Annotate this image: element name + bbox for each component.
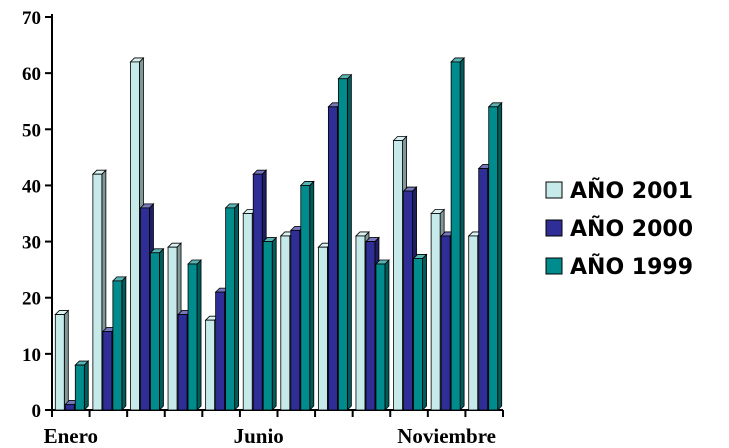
y-tick-label: 20 [22,289,41,310]
bar-front [355,235,366,411]
bar [374,259,390,411]
bar-front [205,319,216,411]
bar-side [159,247,164,411]
y-tick-label: 70 [22,8,41,29]
x-tick-label: Noviembre [397,424,496,448]
bar [54,309,70,411]
bar-front [430,213,441,411]
bar-side [234,202,240,411]
bar-front [300,185,311,411]
bar-front [112,280,123,411]
bar-front [488,106,499,411]
bar-front [393,140,403,411]
y-tick-label: 40 [22,176,41,197]
legend-label: AÑO 1999 [570,254,693,280]
bar-side [63,309,69,411]
bar-front [167,246,178,411]
bar-front [365,241,376,411]
x-tick-label: Enero [44,424,98,448]
bar-front [413,258,423,411]
bar-front [215,291,226,411]
bar-front [140,207,150,411]
bar [337,73,353,411]
bar-front [102,330,113,411]
x-tick-label: Junio [234,424,284,448]
bar-front [262,241,273,411]
bar [111,275,127,411]
bar-side [83,360,89,411]
bar [224,202,240,411]
bar-front [290,229,301,411]
bar-side [459,56,465,411]
bars [54,56,503,411]
bar-front [64,403,75,411]
bar [74,360,90,411]
bar-side [271,236,277,411]
bar-front [225,207,236,411]
bar-front [375,263,386,411]
legend-swatch [545,257,563,275]
bar [450,56,466,411]
bar-front [450,61,461,411]
legend-item: AÑO 2001 [545,178,693,204]
bar-front [54,314,65,411]
bar-front [337,78,348,411]
bar-front [440,235,451,411]
y-tick-label: 0 [32,401,42,422]
y-tick-label: 60 [22,64,41,85]
bar [299,180,315,411]
legend-item: AÑO 2000 [545,216,693,242]
x-axis-ticks: Enero Junio Noviembre [44,410,504,448]
bar-front [187,263,198,411]
bar-front [478,168,489,411]
legend-label: AÑO 2000 [570,216,693,242]
bar-front [252,173,263,411]
bar [187,259,203,411]
bar-side [346,73,352,411]
legend: AÑO 2001 AÑO 2000 AÑO 1999 [545,178,693,280]
bar-front [130,61,140,411]
legend-swatch [545,181,563,199]
y-axis-ticks: 0 10 20 30 40 50 60 70 [22,8,52,422]
bar-side [384,259,390,411]
bar-front [403,190,413,411]
bar [262,236,278,411]
bar [149,247,165,411]
bar-side [121,275,127,411]
y-tick-label: 50 [22,120,41,141]
bar-side [497,101,503,411]
bar [487,101,503,411]
bar-side [422,253,427,411]
legend-label: AÑO 2001 [570,178,693,204]
bar [412,253,428,411]
bar-side [196,259,202,411]
bar-front [317,246,328,411]
bar-front [74,364,85,411]
bar-front [92,173,103,411]
bar-front [242,213,253,411]
bar-front [280,235,291,411]
legend-item: AÑO 1999 [545,254,693,280]
bar-front [468,235,479,411]
bar-side [309,180,315,411]
bar-front [327,106,338,411]
bar-front [150,252,160,411]
y-tick-label: 10 [22,345,41,366]
bar-front [177,314,188,411]
legend-swatch [545,219,563,237]
y-tick-label: 30 [22,233,41,254]
